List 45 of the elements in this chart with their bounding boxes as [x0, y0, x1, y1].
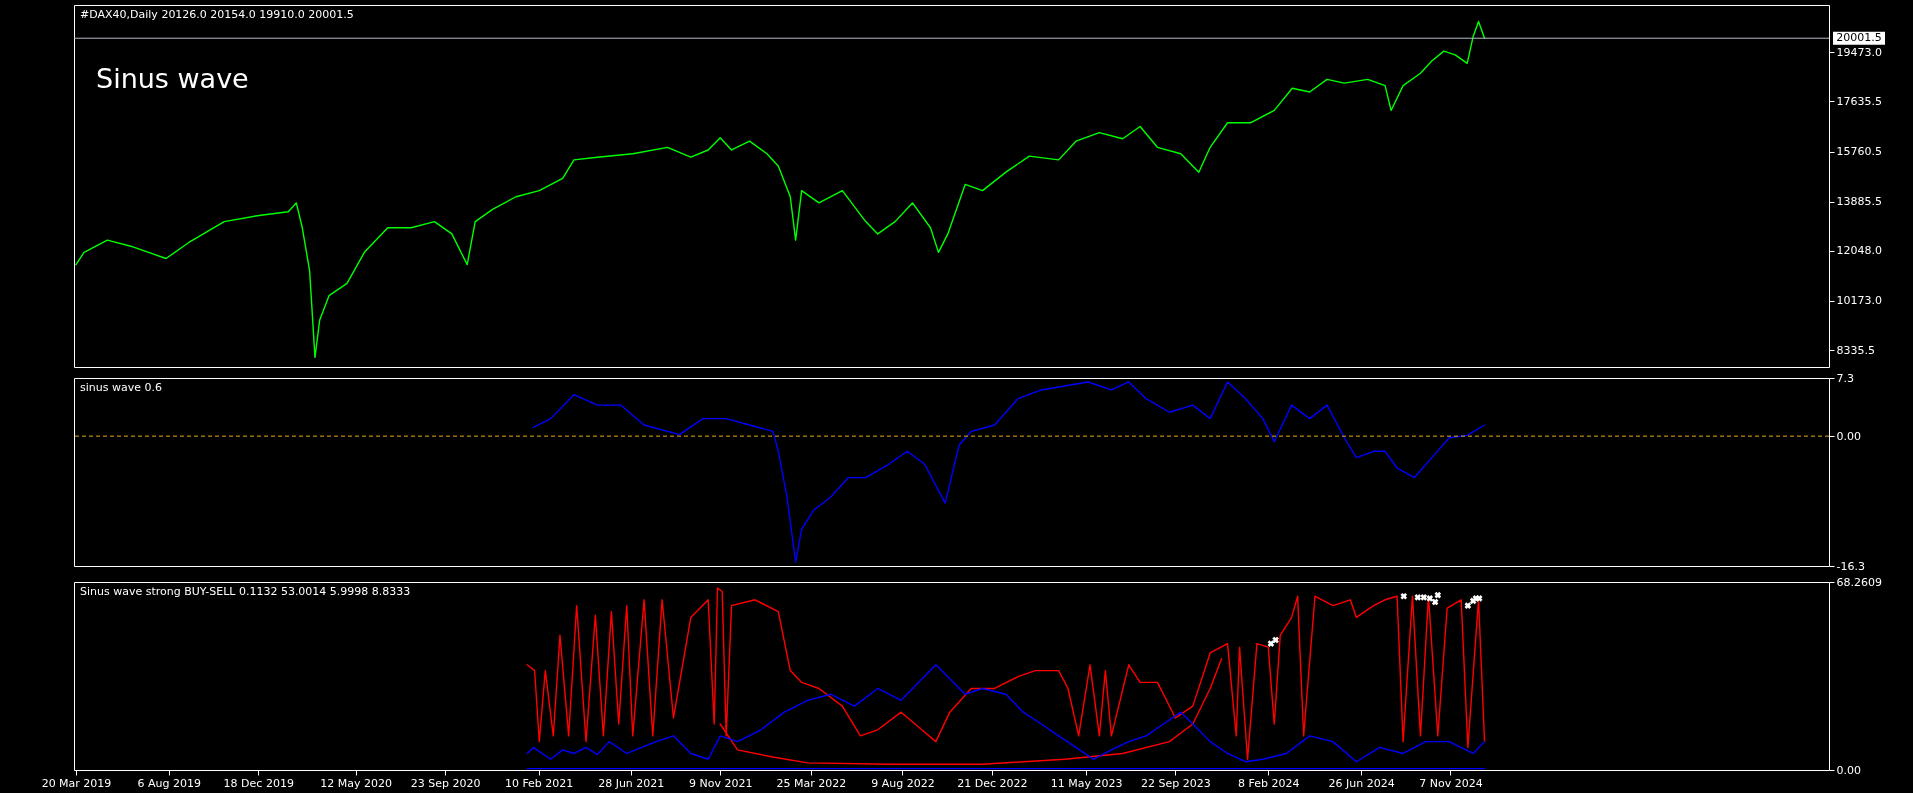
y-tick-label: 15760.5 [1836, 145, 1882, 159]
x-tick-label: 6 Aug 2019 [137, 776, 202, 790]
y-tick-label: 7.3 [1836, 371, 1854, 385]
y-tick-label: 19473.0 [1836, 45, 1882, 59]
x-tick-label: 18 Dec 2019 [223, 776, 294, 790]
line-series [532, 381, 1486, 563]
y-tick-label: -16.3 [1836, 559, 1865, 573]
x-tick-label: 9 Nov 2021 [688, 776, 753, 790]
point [1464, 602, 1472, 609]
annotation: Sinus wave [96, 63, 249, 94]
x-tick-label: 10 Feb 2021 [504, 776, 574, 790]
y-tick-label: 68.2609 [1836, 575, 1882, 589]
y-tick-label: 8335.5 [1836, 343, 1875, 357]
x-tick-label: 26 Jun 2024 [1328, 776, 1395, 790]
point [1272, 636, 1279, 644]
y-tick-label: 13885.5 [1836, 195, 1882, 209]
ref-line-label: 20001.5 [1836, 31, 1882, 45]
x-tick-label: 21 Dec 2022 [957, 776, 1028, 790]
point [1431, 598, 1439, 606]
y-tick-label: 17635.5 [1836, 94, 1882, 108]
x-tick-label: 25 Mar 2022 [776, 776, 847, 790]
point [1267, 640, 1275, 647]
point [1426, 595, 1434, 602]
x-tick-label: 23 Sep 2020 [410, 776, 481, 790]
x-tick-label: 9 Aug 2022 [871, 776, 935, 790]
point [1400, 592, 1408, 600]
y-tick-label: 10173.0 [1836, 294, 1882, 308]
x-tick-label: 22 Sep 2023 [1141, 776, 1211, 790]
chart-title: #DAX40,Daily 20126.0 20154.0 19910.0 20001.5 [80, 8, 354, 21]
chart-title: Sinus wave strong BUY-SELL 0.1132 53.0014 5.9998 8.8333 [80, 585, 411, 598]
point [1414, 593, 1422, 601]
line-series [526, 664, 1486, 763]
x-tick-label: 20 Mar 2019 [41, 776, 112, 790]
x-tick-label: 12 May 2020 [320, 776, 393, 790]
x-tick-label: 28 Jun 2021 [598, 776, 665, 790]
point [1434, 591, 1442, 599]
y-tick-label: 0.00 [1836, 429, 1861, 443]
line-series [75, 20, 1486, 359]
chart-title: sinus wave 0.6 [80, 381, 162, 394]
x-tick-label: 11 May 2023 [1050, 776, 1123, 790]
y-tick-label: 12048.0 [1836, 244, 1882, 258]
y-tick-label: 0.00 [1836, 763, 1861, 777]
x-tick-label: 7 Nov 2024 [1419, 776, 1483, 790]
point [1420, 593, 1428, 601]
x-tick-label: 8 Feb 2024 [1238, 776, 1300, 790]
